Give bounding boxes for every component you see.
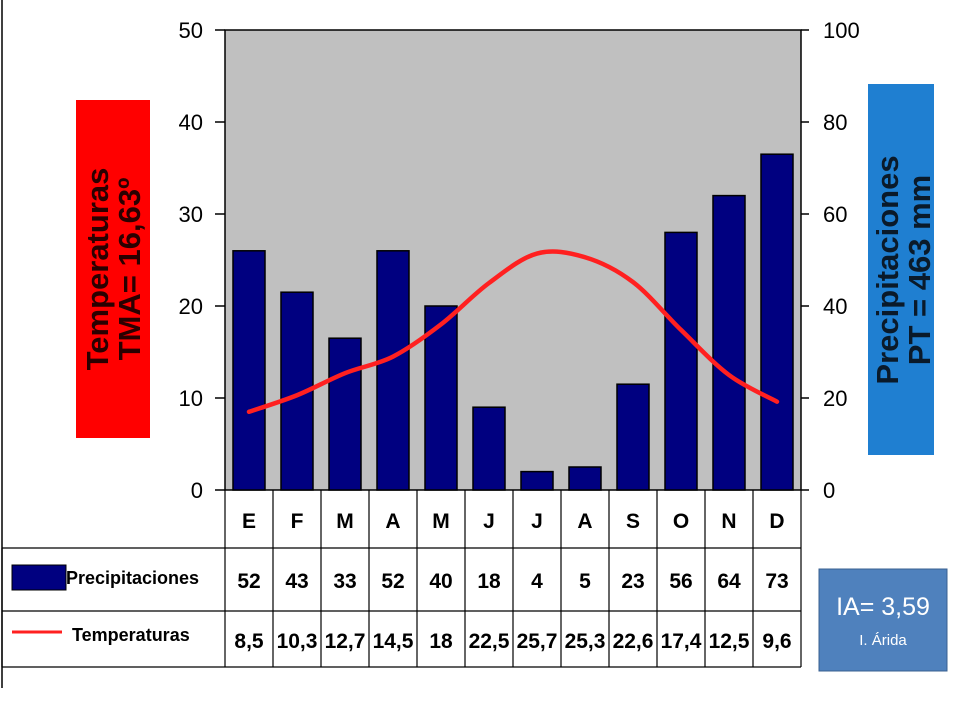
- right-axis-tick-label: 40: [823, 294, 847, 319]
- precipitation-value: 43: [285, 570, 308, 593]
- temperature-value: 12,7: [325, 630, 366, 653]
- precipitation-bar: [376, 250, 410, 491]
- precipitation-bar: [424, 305, 458, 491]
- precipitation-bar: [328, 337, 362, 491]
- left-axis-tick-label: 40: [179, 110, 203, 135]
- legend-precip-swatch: [11, 564, 67, 591]
- temperature-value: 18: [429, 630, 453, 653]
- precipitation-label: Precipitaciones: [870, 155, 905, 384]
- temperature-line-layer: [246, 249, 780, 415]
- temperature-label-box: [76, 100, 150, 438]
- month-label: E: [242, 510, 256, 533]
- precipitation-value: 56: [669, 570, 692, 593]
- month-label: N: [721, 510, 736, 533]
- left-axis-tick-label: 30: [179, 202, 203, 227]
- month-label: A: [577, 510, 592, 533]
- legend-temp-label: Temperaturas: [72, 625, 190, 645]
- aridity-class-label: I. Árida: [859, 632, 907, 649]
- month-label: J: [483, 510, 495, 533]
- left-axis-tick-label: 50: [179, 18, 203, 43]
- legend-precip-label: Precipitaciones: [66, 568, 199, 588]
- temperature-label: Temperaturas: [80, 168, 115, 371]
- aridity-index-value: IA= 3,59: [836, 593, 930, 621]
- right-axis-tick-label: 100: [823, 18, 860, 43]
- month-label: M: [432, 510, 450, 533]
- temperature-value: 10,3: [277, 630, 318, 653]
- temperature-line: [246, 249, 780, 415]
- precipitation-value: 4: [531, 570, 543, 593]
- precipitation-bar: [568, 466, 602, 491]
- temperature-value: 25,7: [517, 630, 558, 653]
- month-label: M: [336, 510, 354, 533]
- temperature-value: 25,3: [565, 630, 606, 653]
- precipitation-value: 33: [333, 570, 356, 593]
- precipitation-value: 18: [477, 570, 501, 593]
- precipitation-label-box: [868, 84, 934, 455]
- precipitation-value: 52: [237, 570, 260, 593]
- precipitation-bar: [232, 250, 266, 491]
- left-axis-tick-label: 10: [179, 386, 203, 411]
- precipitation-bars: [232, 153, 794, 491]
- temperature-value: 22,5: [469, 630, 510, 653]
- temperature-value: 12,5: [709, 630, 750, 653]
- month-label: D: [769, 510, 784, 533]
- precipitation-bar: [472, 406, 506, 491]
- precipitation-bar: [760, 153, 794, 491]
- precipitation-value: 5: [579, 570, 591, 593]
- month-label: S: [626, 510, 640, 533]
- right-axis-tick-label: 20: [823, 386, 847, 411]
- left-axis-tick-label: 0: [191, 478, 203, 503]
- temperature-value: 8,5: [234, 630, 264, 653]
- left-axis: 0 10 20 30 40 50: [179, 18, 225, 503]
- temperature-value: 9,6: [762, 630, 791, 653]
- month-label: O: [673, 510, 689, 533]
- right-axis-tick-label: 80: [823, 110, 847, 135]
- tma-label: TMA= 16,63º: [112, 178, 147, 361]
- right-axis-tick-label: 60: [823, 202, 847, 227]
- aridity-index-box: [818, 568, 948, 672]
- month-label: A: [385, 510, 400, 533]
- temperature-value: 14,5: [373, 630, 414, 653]
- precipitation-value: 64: [717, 570, 741, 593]
- left-axis-tick-label: 20: [179, 294, 203, 319]
- precipitation-value: 52: [381, 570, 404, 593]
- data-table: E F M A M J J A S O N D 52 43 33 52 40 18 4 5 23 56 64 73 8,5 10,…: [1, 490, 802, 668]
- temperature-value: 22,6: [613, 630, 654, 653]
- precipitation-value: 73: [765, 570, 788, 593]
- precipitation-bar: [520, 470, 554, 491]
- month-label: F: [291, 510, 304, 533]
- precipitation-value: 40: [429, 570, 452, 593]
- right-axis-tick-label: 0: [823, 478, 835, 503]
- precipitation-bar: [664, 231, 698, 491]
- right-axis: 0 20 40 60 80 100: [801, 18, 860, 503]
- temperature-value: 17,4: [661, 630, 702, 653]
- pt-label: PT = 463 mm: [902, 175, 937, 365]
- precipitation-bar: [616, 383, 650, 491]
- precipitation-value: 23: [621, 570, 644, 593]
- precipitation-bar: [712, 194, 746, 491]
- month-label: J: [531, 510, 543, 533]
